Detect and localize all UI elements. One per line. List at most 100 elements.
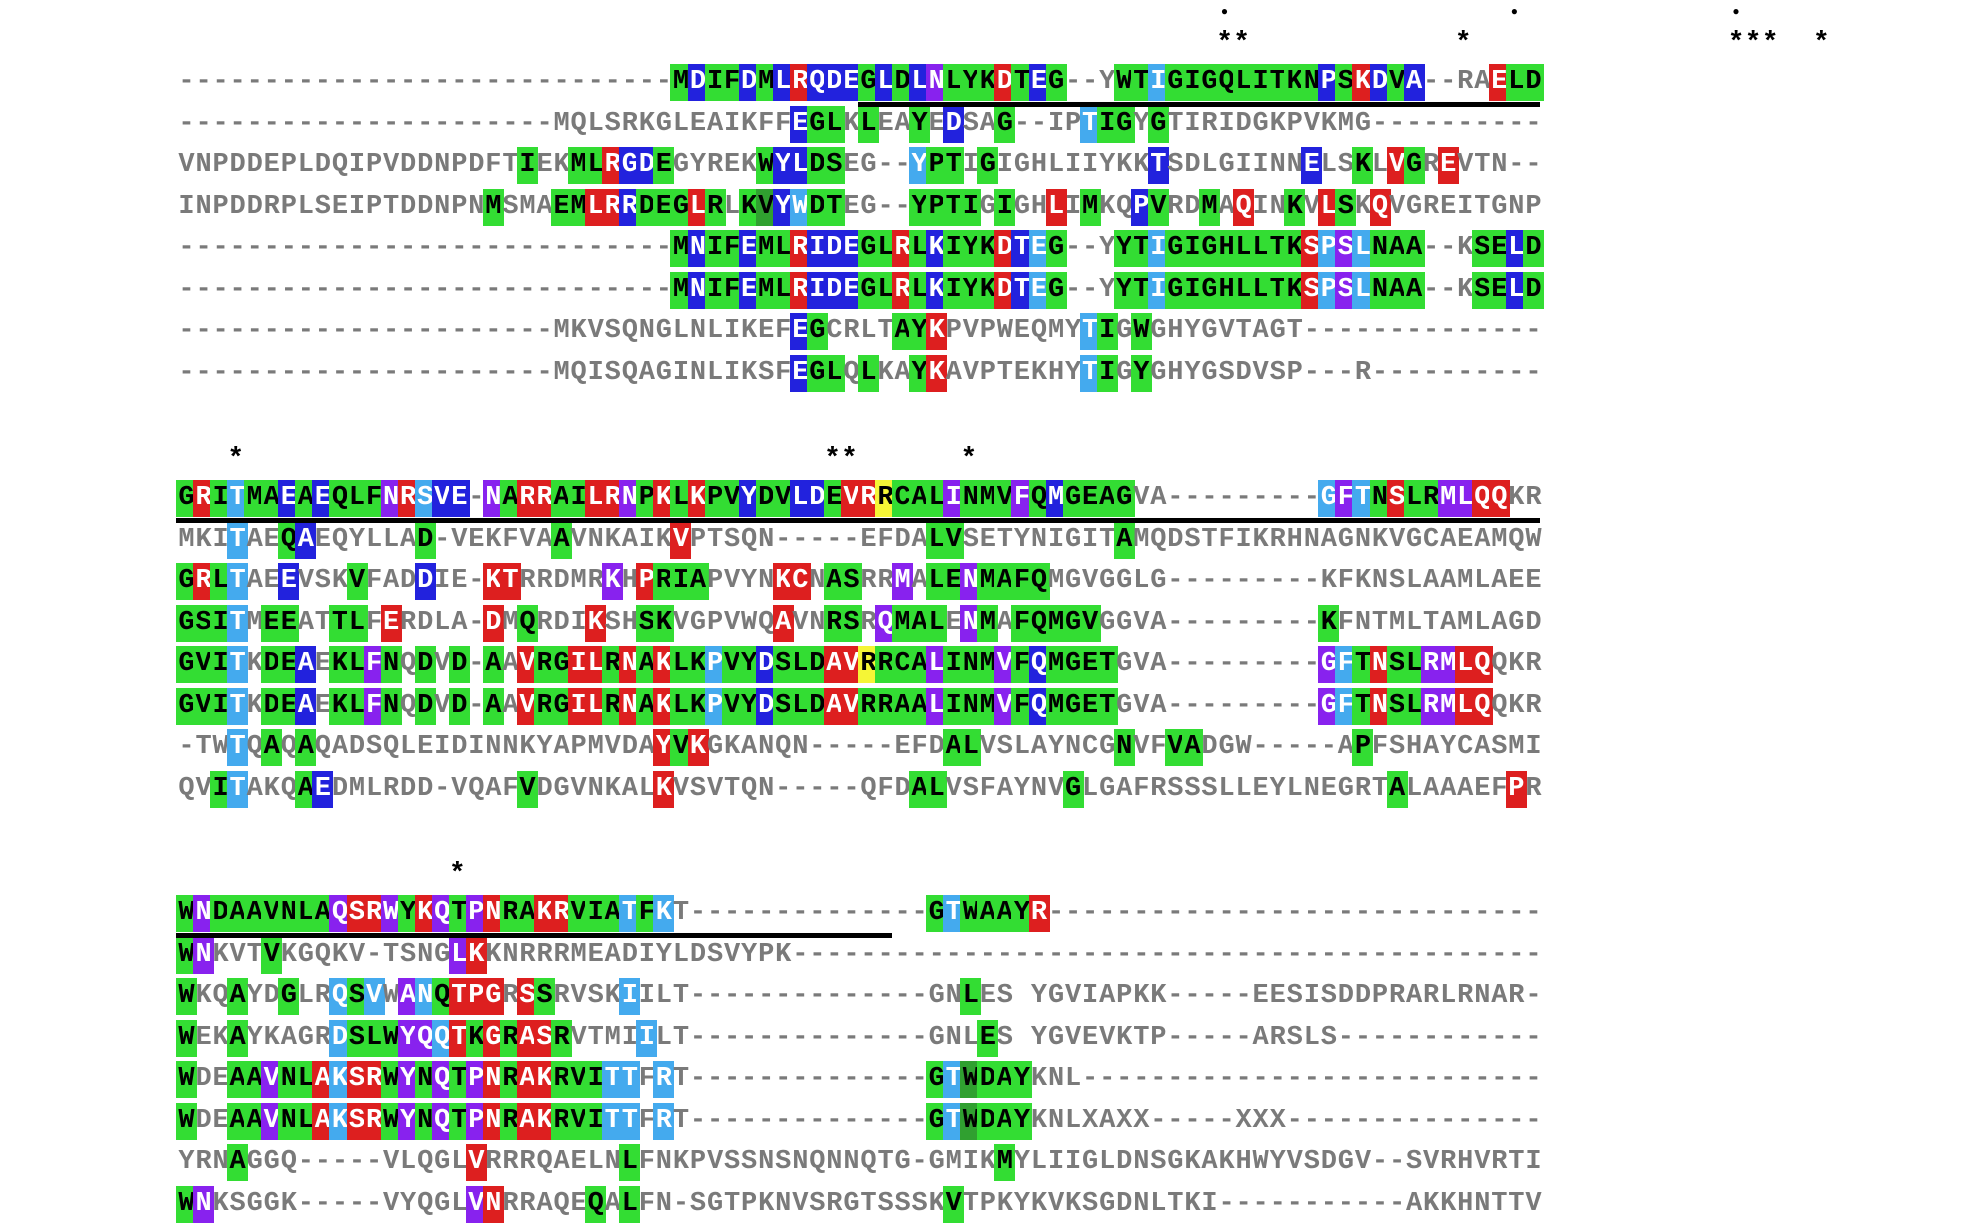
residue: K (263, 1022, 280, 1053)
residue: K (329, 687, 351, 725)
residue: F (877, 524, 894, 555)
residue: S (1386, 646, 1408, 683)
residue: - (792, 981, 809, 1011)
residue: - (553, 274, 570, 305)
residue: S (534, 978, 556, 1015)
residue: G (1062, 604, 1084, 642)
residue: - (1371, 108, 1389, 139)
residue: E (314, 649, 331, 679)
residue: S (1167, 773, 1184, 804)
sequence-name (0, 686, 166, 727)
residue: - (468, 483, 485, 513)
residue: F (775, 108, 792, 139)
residue: L (297, 191, 314, 222)
residue: - (1440, 67, 1457, 97)
residue: - (519, 357, 536, 388)
residue: A (553, 1147, 570, 1177)
conservation-star: * (1219, 24, 1230, 55)
residue: T (1096, 646, 1118, 683)
residue: P (280, 150, 297, 180)
residue: - (843, 1064, 860, 1094)
residue: A (1201, 1147, 1218, 1177)
residue: L (585, 147, 607, 184)
residue: V (570, 981, 587, 1011)
residue: Y (1130, 354, 1152, 392)
residue: F (1337, 566, 1354, 596)
residue: - (843, 524, 860, 555)
residue: - (689, 1064, 707, 1094)
residue: N (809, 566, 826, 596)
residue: A (227, 1102, 249, 1140)
residue: L (346, 646, 368, 683)
residue: - (809, 773, 826, 804)
residue: I (996, 150, 1013, 180)
residue: K (1457, 233, 1474, 263)
residue: L (655, 1022, 672, 1053)
residue: A (892, 687, 914, 725)
residue: G (1113, 480, 1135, 517)
residue: M (1045, 646, 1067, 683)
residue: - (1303, 483, 1320, 513)
residue: D (400, 150, 417, 180)
residue: K (1218, 1147, 1235, 1177)
residue: T (1201, 524, 1218, 555)
residue: A (295, 770, 317, 808)
sequence-name (0, 478, 166, 519)
residue: - (1354, 1022, 1372, 1053)
residue: - (979, 939, 996, 970)
residue: Q (431, 895, 453, 932)
residue: - (1064, 233, 1082, 263)
residue: L (1352, 271, 1374, 309)
residue: Y (1440, 732, 1457, 762)
residue: E (1301, 147, 1323, 184)
residue: R (1525, 649, 1542, 679)
residue: R (519, 566, 536, 596)
residue: T (1079, 105, 1101, 143)
residue: X (1252, 1105, 1269, 1136)
residue: G (1354, 108, 1372, 139)
residue: G (689, 607, 707, 638)
residue: L (448, 936, 470, 974)
residue: A (943, 729, 965, 766)
residue: E (417, 732, 434, 762)
residue: D (400, 773, 417, 804)
residue: R (502, 1147, 519, 1177)
residue: S (1269, 357, 1286, 388)
residue: Y (1064, 357, 1082, 388)
residue: V (1303, 191, 1320, 222)
residue: R (653, 1102, 675, 1140)
residue: A (551, 521, 573, 559)
residue: - (314, 316, 331, 346)
residue: - (809, 981, 826, 1011)
residue: Q (570, 357, 587, 388)
residue: I (723, 357, 741, 388)
residue: Y (909, 188, 931, 226)
residue: L (365, 524, 383, 555)
secondary-structure-underline (176, 932, 893, 938)
residue: G (1013, 150, 1031, 180)
residue: V (1354, 1147, 1372, 1177)
residue: I (638, 524, 655, 555)
residue: - (1013, 939, 1031, 970)
residue: - (1440, 1022, 1457, 1053)
residue: G (1013, 191, 1031, 222)
residue: Y (1047, 732, 1065, 762)
residue: N (689, 316, 707, 346)
residue: N (1508, 191, 1525, 222)
residue: - (1167, 1105, 1184, 1136)
residue: K (772, 563, 794, 600)
residue: A (1491, 566, 1508, 596)
residue: - (1252, 732, 1269, 762)
residue: R (587, 566, 604, 596)
residue: P (365, 191, 383, 222)
residue: N (278, 1102, 300, 1140)
residue: A (911, 566, 928, 596)
residue: G (928, 1022, 945, 1053)
residue: Q (806, 64, 828, 101)
residue: - (826, 773, 843, 804)
residue: V (945, 773, 962, 804)
residue: T (195, 732, 212, 762)
residue: S (1150, 1147, 1167, 1177)
residue: L (1064, 1064, 1082, 1094)
residue: - (1269, 898, 1286, 928)
